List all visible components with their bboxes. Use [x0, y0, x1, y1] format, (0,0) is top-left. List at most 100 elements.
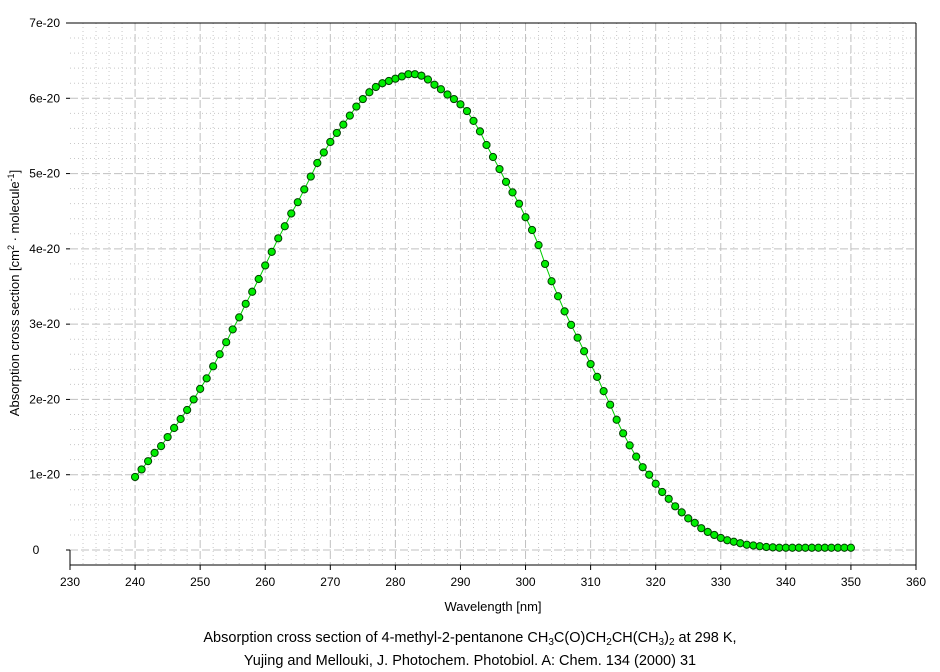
- data-point: [501, 177, 511, 186]
- data-point: [495, 164, 504, 174]
- data-point: [586, 359, 595, 369]
- x-tick-label: 360: [906, 575, 926, 589]
- data-point: [846, 543, 856, 552]
- x-tick-labels: 230 240 250 260 270 280 290 300 310 320 330 340 350 3…: [60, 575, 926, 589]
- x-tick-label: 240: [125, 575, 145, 589]
- data-point: [228, 325, 237, 334]
- data-point: [508, 188, 517, 197]
- data-point: [423, 75, 433, 84]
- y-tick-label: 2e-20: [29, 392, 60, 406]
- caption-line-2: Yujing and Mellouki, J. Photochem. Photo…: [243, 653, 697, 669]
- data-point: [638, 463, 647, 472]
- data-point: [248, 287, 257, 296]
- data-point: [345, 111, 354, 120]
- x-tick-label: 270: [320, 575, 340, 589]
- data-point: [410, 70, 420, 79]
- data-point: [417, 71, 426, 80]
- data-point: [209, 362, 218, 371]
- x-tick-label: 320: [646, 575, 666, 589]
- data-point: [313, 158, 322, 168]
- data-point: [553, 292, 563, 301]
- data-point: [599, 387, 608, 396]
- y-tick-label: 6e-20: [29, 91, 60, 105]
- data-point: [352, 102, 361, 111]
- data-point: [332, 128, 341, 138]
- data-point: [189, 395, 198, 404]
- data-point: [287, 209, 296, 218]
- data-point: [606, 400, 615, 409]
- data-point: [215, 350, 224, 359]
- data-point: [261, 261, 270, 270]
- data-point: [632, 452, 641, 461]
- data-point: [612, 415, 621, 424]
- data-point: [170, 423, 179, 433]
- x-tick-label: 280: [385, 575, 405, 589]
- data-point: [547, 277, 556, 286]
- axes: [66, 22, 917, 570]
- data-point: [443, 90, 452, 99]
- data-point: [196, 384, 205, 393]
- data-point: [176, 414, 185, 424]
- data-point: [482, 140, 491, 150]
- data-point: [664, 494, 673, 503]
- data-point: [527, 225, 537, 235]
- data-point: [449, 94, 459, 104]
- data-point: [521, 213, 530, 222]
- data-point: [488, 152, 498, 162]
- x-tick-label: 250: [190, 575, 210, 589]
- grid: [70, 23, 916, 565]
- x-axis-label: Wavelength [nm]: [444, 599, 541, 614]
- data-point: [163, 432, 172, 442]
- data-point: [573, 333, 582, 342]
- data-point: [723, 536, 732, 545]
- series-line: [134, 73, 851, 549]
- x-tick-label: 230: [60, 575, 80, 589]
- y-tick-label: 1e-20: [29, 468, 60, 482]
- y-tick-label: 5e-20: [29, 167, 60, 181]
- y-tick-label: 0: [33, 543, 40, 557]
- data-point: [534, 240, 543, 250]
- caption-line-1: Absorption cross section of 4-methyl-2-p…: [203, 630, 737, 648]
- data-point: [143, 457, 153, 466]
- data-point: [150, 448, 159, 457]
- data-point: [436, 85, 446, 94]
- data-point: [183, 405, 192, 415]
- x-tick-label: 310: [581, 575, 601, 589]
- data-point: [300, 185, 309, 194]
- data-point: [690, 518, 699, 527]
- data-point: [580, 347, 589, 356]
- data-point: [157, 442, 166, 451]
- data-point: [645, 470, 654, 479]
- data-point: [560, 307, 569, 316]
- y-tick-label: 3e-20: [29, 317, 60, 331]
- x-tick-label: 260: [255, 575, 275, 589]
- data-point: [456, 100, 465, 109]
- data-point: [625, 441, 634, 450]
- data-point: [293, 198, 302, 207]
- data-point: [280, 222, 289, 231]
- data-point: [684, 514, 693, 523]
- y-tick-label: 4e-20: [29, 242, 60, 256]
- data-point: [365, 88, 374, 97]
- data-point: [729, 537, 738, 546]
- data-point: [306, 172, 315, 181]
- x-tick-label: 290: [450, 575, 470, 589]
- data-point: [130, 472, 140, 482]
- data-point: [241, 299, 250, 308]
- x-tick-label: 340: [776, 575, 796, 589]
- data-point: [703, 527, 712, 537]
- data-point: [202, 374, 211, 383]
- data-point: [710, 530, 719, 540]
- data-point: [267, 247, 276, 256]
- data-point: [651, 479, 660, 488]
- data-point: [593, 372, 602, 381]
- x-tick-label: 350: [841, 575, 861, 589]
- data-point: [254, 274, 263, 284]
- data-point: [736, 539, 745, 548]
- data-point: [137, 465, 146, 474]
- x-tick-label: 330: [711, 575, 731, 589]
- data-point: [540, 259, 550, 269]
- data-point: [319, 148, 328, 157]
- data-point: [619, 429, 628, 438]
- data-point: [697, 524, 706, 533]
